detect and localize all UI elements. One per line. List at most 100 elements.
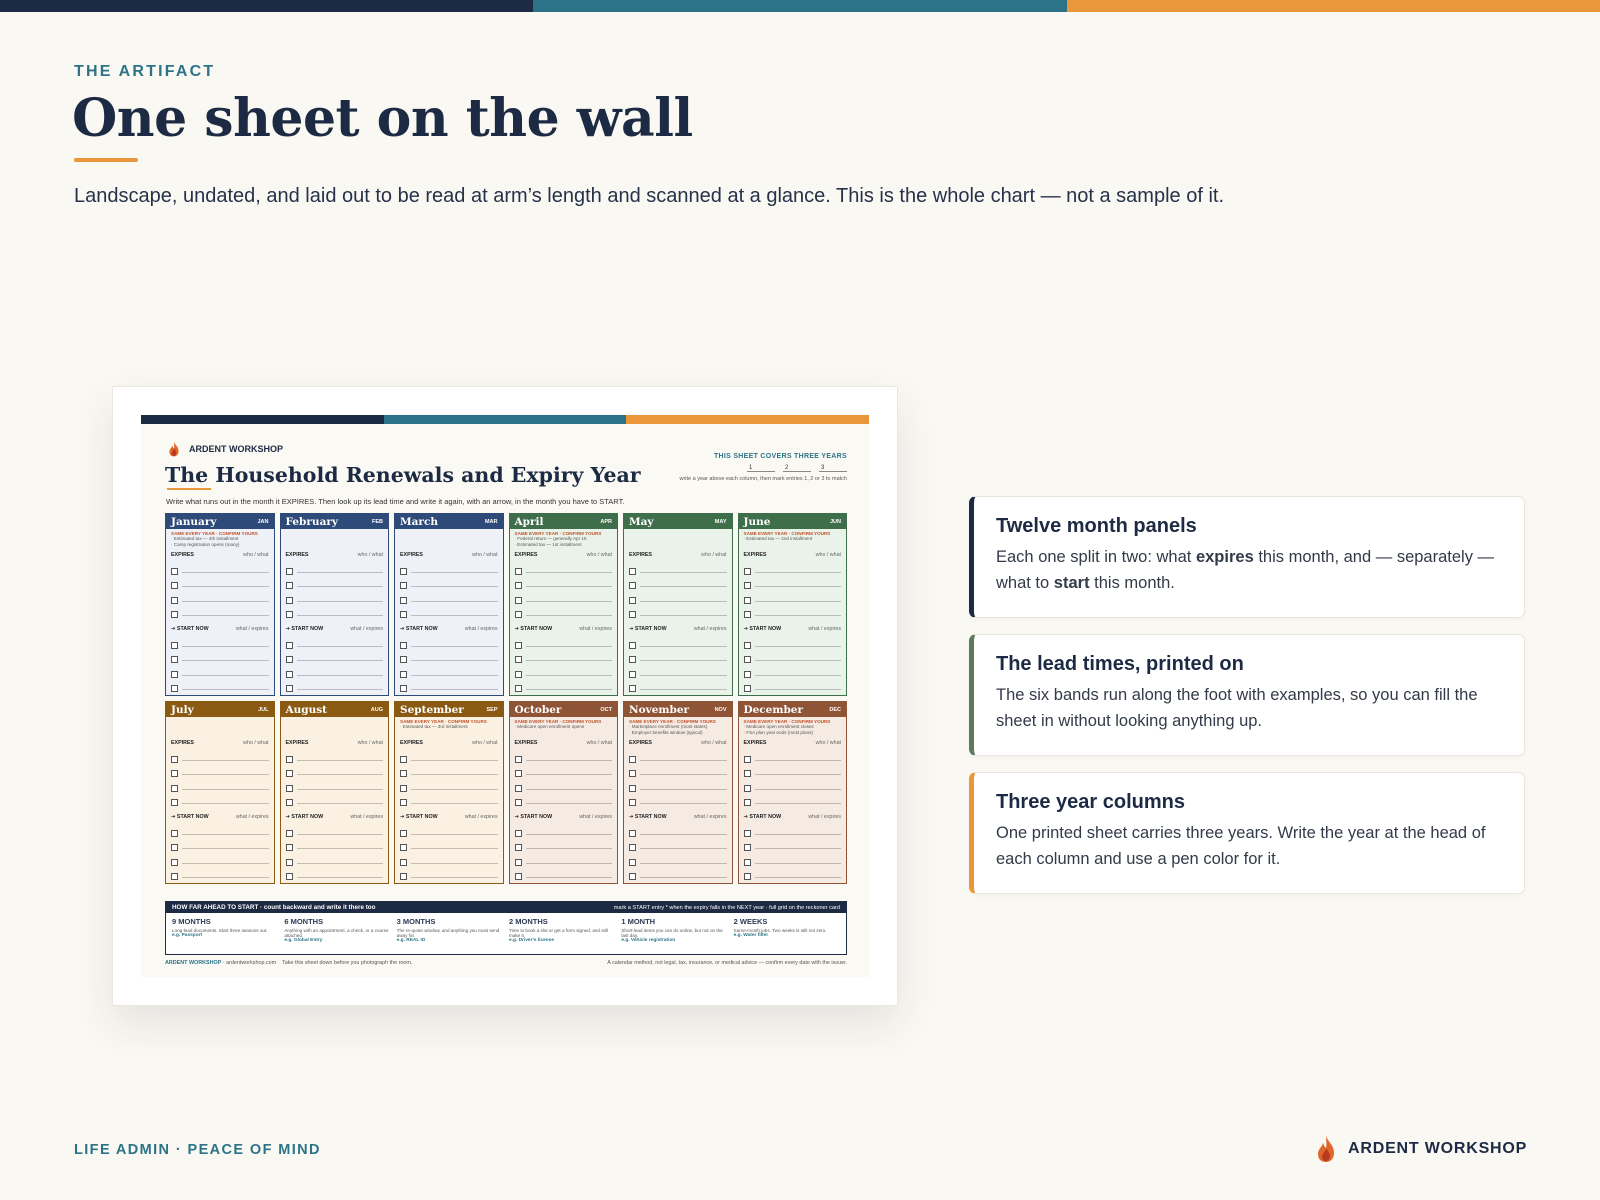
entry-checkbox[interactable] [285, 670, 293, 678]
entry-line[interactable] [754, 833, 841, 835]
entry-checkbox[interactable] [285, 873, 293, 880]
entry-row[interactable] [743, 763, 841, 777]
entry-line[interactable] [296, 803, 383, 804]
entry-line[interactable] [296, 660, 383, 661]
entry-checkbox[interactable] [285, 582, 293, 589]
entry-row[interactable] [514, 678, 612, 692]
entry-line[interactable] [411, 788, 498, 790]
entry-line[interactable] [182, 788, 269, 790]
entry-checkbox[interactable] [743, 656, 751, 663]
entry-line[interactable] [296, 689, 383, 690]
entry-row[interactable] [285, 763, 383, 777]
entry-row[interactable] [514, 649, 612, 663]
entry-checkbox[interactable] [743, 844, 751, 851]
entry-checkbox[interactable] [285, 611, 293, 618]
entry-checkbox[interactable] [171, 567, 178, 575]
entry-row[interactable] [400, 663, 498, 678]
entry-line[interactable] [182, 774, 269, 775]
entry-checkbox[interactable] [285, 685, 293, 692]
entry-row[interactable] [171, 866, 269, 880]
entry-checkbox[interactable] [743, 770, 751, 777]
entry-checkbox[interactable] [514, 582, 522, 589]
entry-line[interactable] [182, 803, 269, 804]
entry-checkbox[interactable] [171, 844, 178, 851]
entry-line[interactable] [754, 645, 841, 647]
entry-row[interactable] [629, 837, 727, 851]
entry-checkbox[interactable] [743, 873, 751, 880]
entry-line[interactable] [525, 803, 612, 804]
entry-checkbox[interactable] [629, 858, 636, 866]
entry-row[interactable] [285, 851, 383, 866]
entry-line[interactable] [182, 689, 269, 690]
entry-checkbox[interactable] [743, 858, 751, 866]
entry-checkbox[interactable] [171, 656, 178, 663]
entry-row[interactable] [514, 748, 612, 763]
entry-checkbox[interactable] [171, 611, 178, 618]
entry-row[interactable] [400, 837, 498, 851]
entry-checkbox[interactable] [514, 858, 522, 866]
entry-row[interactable] [629, 560, 727, 575]
entry-row[interactable] [285, 575, 383, 589]
entry-row[interactable] [285, 837, 383, 851]
entry-row[interactable] [171, 604, 269, 618]
entry-row[interactable] [400, 777, 498, 792]
entry-line[interactable] [411, 877, 498, 878]
entry-line[interactable] [754, 788, 841, 790]
entry-checkbox[interactable] [285, 858, 293, 866]
entry-line[interactable] [640, 848, 727, 849]
entry-row[interactable] [514, 604, 612, 618]
entry-checkbox[interactable] [171, 858, 178, 866]
entry-line[interactable] [411, 600, 498, 602]
entry-line[interactable] [411, 615, 498, 616]
entry-row[interactable] [629, 678, 727, 692]
entry-line[interactable] [640, 774, 727, 775]
entry-row[interactable] [629, 663, 727, 678]
entry-line[interactable] [754, 660, 841, 661]
entry-checkbox[interactable] [514, 829, 522, 837]
entry-line[interactable] [525, 877, 612, 878]
entry-line[interactable] [640, 615, 727, 616]
entry-checkbox[interactable] [171, 829, 178, 837]
entry-line[interactable] [296, 645, 383, 647]
entry-row[interactable] [285, 589, 383, 604]
entry-line[interactable] [640, 788, 727, 790]
entry-checkbox[interactable] [629, 567, 636, 575]
entry-row[interactable] [400, 763, 498, 777]
entry-line[interactable] [411, 862, 498, 864]
entry-line[interactable] [296, 788, 383, 790]
entry-row[interactable] [400, 604, 498, 618]
entry-line[interactable] [182, 600, 269, 602]
entry-line[interactable] [296, 759, 383, 761]
entry-checkbox[interactable] [171, 873, 178, 880]
entry-line[interactable] [296, 600, 383, 602]
entry-line[interactable] [525, 645, 612, 647]
entry-checkbox[interactable] [514, 873, 522, 880]
entry-line[interactable] [411, 803, 498, 804]
entry-row[interactable] [629, 822, 727, 837]
entry-row[interactable] [743, 866, 841, 880]
entry-row[interactable] [400, 575, 498, 589]
entry-row[interactable] [743, 634, 841, 649]
entry-line[interactable] [640, 862, 727, 864]
entry-line[interactable] [640, 689, 727, 690]
entry-row[interactable] [743, 822, 841, 837]
entry-checkbox[interactable] [400, 873, 407, 880]
entry-checkbox[interactable] [743, 799, 751, 806]
entry-row[interactable] [400, 748, 498, 763]
entry-line[interactable] [182, 759, 269, 761]
entry-line[interactable] [640, 674, 727, 676]
entry-checkbox[interactable] [629, 844, 636, 851]
entry-row[interactable] [743, 837, 841, 851]
entry-checkbox[interactable] [400, 844, 407, 851]
entry-line[interactable] [525, 600, 612, 602]
entry-line[interactable] [296, 774, 383, 775]
entry-line[interactable] [296, 877, 383, 878]
entry-line[interactable] [525, 788, 612, 790]
entry-line[interactable] [296, 615, 383, 616]
entry-line[interactable] [182, 862, 269, 864]
entry-line[interactable] [182, 645, 269, 647]
entry-row[interactable] [629, 589, 727, 604]
entry-checkbox[interactable] [171, 755, 178, 763]
entry-checkbox[interactable] [629, 873, 636, 880]
entry-checkbox[interactable] [743, 829, 751, 837]
